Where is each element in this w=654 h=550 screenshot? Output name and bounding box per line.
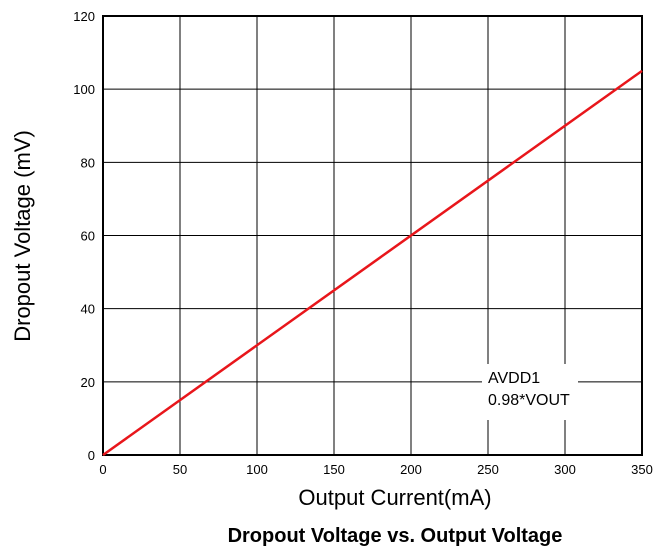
annotation: 0.98*VOUT: [488, 392, 570, 409]
y-tick-label: 80: [81, 155, 95, 170]
x-tick-label: 300: [554, 462, 576, 477]
chart-title: Dropout Voltage vs. Output Voltage: [228, 525, 563, 547]
y-tick-label: 60: [81, 229, 95, 244]
x-tick-label: 50: [173, 462, 187, 477]
x-tick-label: 250: [477, 462, 499, 477]
y-tick-label: 100: [73, 82, 95, 97]
data-line: [102, 69, 643, 457]
y-tick-label: 120: [73, 9, 95, 24]
y-tick-label: 0: [88, 448, 95, 463]
annotation: AVDD1: [488, 370, 540, 387]
y-tick-label: 40: [81, 302, 95, 317]
x-tick-label: 200: [400, 462, 422, 477]
plot-frame: [102, 15, 643, 456]
y-axis-label: Dropout Voltage (mV): [10, 130, 35, 342]
x-tick-label: 350: [631, 462, 653, 477]
y-tick-label: 20: [81, 375, 95, 390]
x-tick-label: 0: [99, 462, 106, 477]
x-tick-label: 100: [246, 462, 268, 477]
x-axis-label: Output Current(mA): [298, 485, 491, 510]
annotation-background: [482, 364, 578, 420]
x-tick-label: 150: [323, 462, 345, 477]
